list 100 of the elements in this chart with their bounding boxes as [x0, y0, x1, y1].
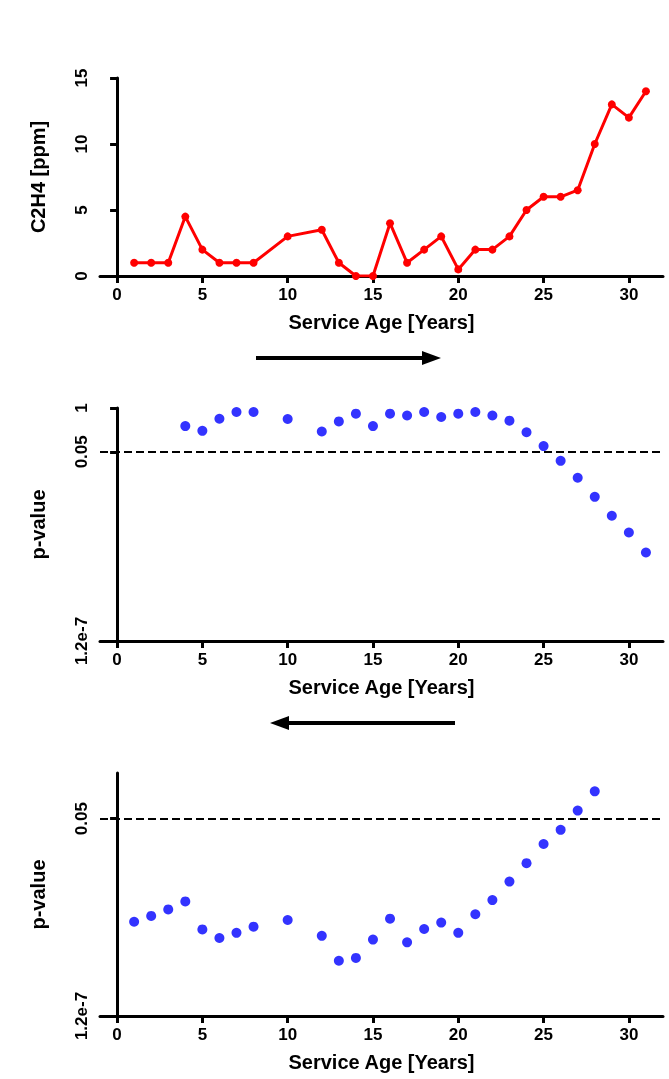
x-tick-label: 5 [197, 650, 208, 669]
y-tick-label: 1.2e-7 [72, 616, 91, 666]
point [640, 547, 651, 558]
point [333, 955, 344, 966]
point [471, 245, 480, 254]
point [386, 219, 395, 228]
point [623, 527, 634, 538]
point [197, 924, 208, 935]
point [436, 917, 447, 928]
point [129, 916, 140, 927]
point [181, 212, 190, 221]
point [163, 904, 174, 915]
point [624, 113, 633, 122]
x-tick-label: 20 [448, 650, 468, 669]
x-tick-label: 30 [619, 650, 639, 669]
y-tick-label: 0.05 [72, 802, 91, 836]
x-tick-label: 10 [278, 650, 298, 669]
point [589, 491, 600, 502]
y-axis-title: p-value [27, 489, 49, 560]
point [334, 258, 343, 267]
point [367, 421, 378, 432]
point [488, 245, 497, 254]
point [487, 895, 498, 906]
x-tick-label: 10 [278, 285, 298, 304]
point [283, 232, 292, 241]
x-tick-label: 0 [112, 650, 122, 669]
point [589, 786, 600, 797]
point [402, 937, 413, 948]
point [147, 258, 156, 267]
point [555, 455, 566, 466]
point [146, 910, 157, 921]
point [231, 407, 242, 418]
point [248, 407, 259, 418]
point [231, 927, 242, 938]
point [538, 441, 549, 452]
point [419, 924, 430, 935]
x-tick-label: 15 [363, 1025, 383, 1044]
y-tick-label: 5 [72, 205, 91, 215]
x-axis-title: Service Age [Years] [288, 676, 475, 698]
point [556, 192, 565, 201]
point [367, 934, 378, 945]
point [351, 272, 360, 280]
point [316, 930, 327, 941]
point [232, 258, 241, 267]
point [539, 192, 548, 201]
point [590, 140, 599, 148]
point [402, 410, 413, 421]
point [521, 427, 532, 438]
x-tick-label: 5 [197, 1025, 208, 1044]
point [641, 87, 650, 96]
x-axis-title: Service Age [Years] [288, 1051, 475, 1073]
y-tick-label: 0 [72, 271, 91, 281]
x-tick-label: 30 [619, 285, 639, 304]
x-tick-label: 5 [197, 285, 208, 304]
point [350, 408, 361, 419]
point [606, 510, 617, 521]
y-tick-label: 10 [72, 134, 91, 154]
point [470, 909, 481, 920]
x-tick-label: 25 [534, 650, 554, 669]
point [385, 408, 396, 419]
point [504, 415, 515, 426]
point [555, 824, 566, 835]
point [504, 876, 515, 887]
x-tick-label: 20 [448, 285, 468, 304]
point [437, 232, 446, 241]
y-tick-label: 0.05 [72, 435, 91, 469]
y-axis-title: p-value [27, 859, 49, 930]
point [487, 410, 498, 421]
x-tick-label: 0 [112, 1025, 122, 1044]
point [164, 258, 173, 267]
point [214, 932, 225, 943]
point [453, 927, 464, 938]
point [130, 258, 139, 267]
point [454, 265, 463, 274]
x-tick-label: 30 [619, 1025, 639, 1044]
point [333, 416, 344, 427]
x-tick-label: 25 [534, 285, 554, 304]
point [521, 858, 532, 869]
point [419, 407, 430, 418]
point [522, 206, 531, 214]
point [607, 100, 616, 109]
point [198, 245, 207, 254]
y-tick-label: 15 [72, 68, 91, 88]
x-tick-label: 25 [534, 1025, 554, 1044]
point [420, 245, 429, 254]
point [248, 921, 259, 932]
point [403, 258, 412, 267]
x-tick-label: 15 [363, 650, 383, 669]
point [316, 426, 327, 437]
point [453, 408, 464, 419]
point [180, 421, 191, 432]
y-tick-label: 1.2e-7 [72, 991, 91, 1041]
point [572, 472, 583, 483]
point [505, 232, 514, 241]
x-tick-label: 0 [112, 285, 122, 304]
x-tick-label: 15 [363, 285, 383, 304]
y-tick-label: 1 [72, 403, 91, 413]
y-axis-title: C2H4 [ppm] [27, 120, 49, 234]
point [385, 913, 396, 924]
x-axis-title: Service Age [Years] [288, 311, 475, 333]
